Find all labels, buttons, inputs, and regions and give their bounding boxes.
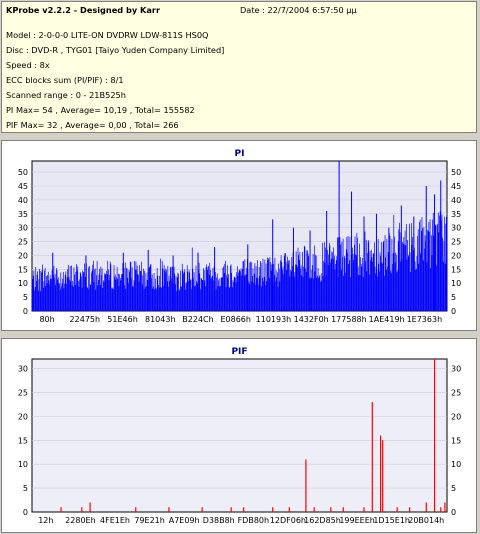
pi-ytick-left: 45: [18, 182, 28, 191]
pif-xtick-label: 2280Eh: [65, 516, 95, 525]
pif-xtick-label: 20B014h: [408, 516, 444, 525]
pi-ytick-right: 40: [451, 196, 461, 205]
pi-ytick-left: 35: [18, 210, 28, 219]
drive-model: Model : 2-0-0-0 LITE-ON DVDRW LDW-811S H…: [6, 30, 209, 40]
pi-xtick-label: 177588h: [331, 315, 367, 324]
pif-ytick-right: 30: [451, 365, 461, 374]
pif-xtick-label: 1D15E1h: [373, 516, 410, 525]
pi-xtick-label: 1E7363h: [407, 315, 443, 324]
pi-ytick-right: 5: [451, 293, 456, 302]
pi-ytick-right: 15: [451, 265, 461, 274]
pif-ytick-left: 0: [23, 508, 28, 517]
pif-xtick-label: 4FE1Eh: [100, 516, 130, 525]
pi-ytick-right: 25: [451, 238, 461, 247]
pi-ytick-left: 5: [23, 293, 28, 302]
pif-ytick-left: 30: [18, 365, 28, 374]
pi-xtick-label: B224Ch: [182, 315, 213, 324]
pif-chart: PIF 0 0 5 5 10 10 15 15 20 20 25 25 30 30 12h 2280Eh 4FE1…: [18, 347, 461, 525]
disc-type: Disc : DVD-R , TYG01 [Taiyo Yuden Compan…: [6, 45, 225, 55]
pi-ytick-left: 10: [18, 279, 28, 288]
pif-plot-area: [31, 358, 448, 513]
info-panel: KProbe v2.2.2 - Designed by Karr Date : …: [1, 1, 477, 133]
pif-xtick-label: 79E21h: [134, 516, 164, 525]
pi-ytick-right: 10: [451, 279, 461, 288]
pif-ytick-right: 5: [451, 484, 456, 493]
pi-chart-panel: PI 0 0 5 5 10 10 15 15 20 20 25 25 30 30 35 35 40 40 45 45 50…: [1, 140, 477, 331]
pi-ytick-right: 20: [451, 251, 461, 260]
scanned-range: Scanned range : 0 - 21B525h: [6, 90, 126, 100]
pif-xtick-label: D38B8h: [203, 516, 235, 525]
scan-date: Date : 22/7/2004 6:57:50 μμ: [240, 5, 357, 15]
pif-ytick-right: 10: [451, 460, 461, 469]
pi-xtick-label: 1AE419h: [369, 315, 405, 324]
pif-ytick-left: 20: [18, 412, 28, 421]
pif-ytick-right: 25: [451, 388, 461, 397]
pi-xtick-label: E0866h: [220, 315, 250, 324]
pi-ytick-right: 35: [451, 210, 461, 219]
pi-ytick-left: 25: [18, 238, 28, 247]
pi-xtick-label: 81043h: [145, 315, 176, 324]
pif-ytick-left: 15: [18, 436, 28, 445]
pif-xtick-label: 162D85h: [304, 516, 341, 525]
pi-xtick-label: 22475h: [70, 315, 101, 324]
pif-chart-panel: PIF 0 0 5 5 10 10 15 15 20 20 25 25 30 30 12h 2280Eh 4FE1…: [1, 338, 477, 533]
pif-summary: PIF Max= 32 , Average= 0,00 , Total= 266: [6, 120, 179, 130]
pif-xtick-label: 12DF06h: [270, 516, 306, 525]
pi-ytick-right: 30: [451, 224, 461, 233]
scan-speed: Speed : 8x: [6, 60, 50, 70]
app-title: KProbe v2.2.2 - Designed by Karr: [6, 5, 160, 15]
pi-xtick-label: 51E46h: [107, 315, 137, 324]
pif-ytick-right: 0: [451, 508, 456, 517]
pi-ytick-left: 20: [18, 251, 28, 260]
pi-ytick-left: 50: [18, 168, 28, 177]
pif-xtick-label: 12h: [38, 516, 53, 525]
pi-ytick-right: 0: [451, 307, 456, 316]
pi-ytick-left: 40: [18, 196, 28, 205]
pi-summary: PI Max= 54 , Average= 10,19 , Total= 155…: [6, 105, 195, 115]
pif-xtick-label: 199EEEh: [339, 516, 375, 525]
pif-ytick-left: 10: [18, 460, 28, 469]
pi-ytick-left: 0: [23, 307, 28, 316]
pif-ytick-right: 15: [451, 436, 461, 445]
pi-chart-title: PI: [235, 149, 245, 159]
pi-chart: PI 0 0 5 5 10 10 15 15 20 20 25 25 30 30 35 35 40 40 45 45 50…: [18, 149, 461, 324]
pif-ytick-left: 25: [18, 388, 28, 397]
pi-xtick-label: 1432F0h: [294, 315, 329, 324]
pi-xtick-label: 110193h: [256, 315, 292, 324]
pif-xtick-label: A7E09h: [169, 516, 200, 525]
pi-ytick-right: 45: [451, 182, 461, 191]
pif-ytick-right: 20: [451, 412, 461, 421]
ecc-blocks: ECC blocks sum (PI/PIF) : 8/1: [6, 75, 124, 85]
pif-chart-title: PIF: [231, 347, 247, 357]
pi-ytick-left: 15: [18, 265, 28, 274]
pi-xtick-label: 80h: [39, 315, 54, 324]
pif-xtick-label: FDB80h: [238, 516, 270, 525]
pi-ytick-left: 30: [18, 224, 28, 233]
pi-ytick-right: 50: [451, 168, 461, 177]
pif-ytick-left: 5: [23, 484, 28, 493]
